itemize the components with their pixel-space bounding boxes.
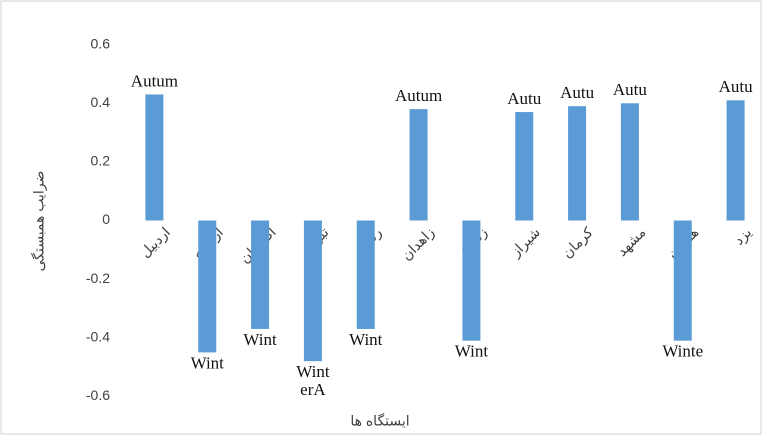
bar: [673, 220, 692, 341]
y-tick-label: -0.4: [86, 328, 110, 344]
y-tick-label: 0.2: [91, 153, 111, 169]
data-label: Autu: [507, 89, 542, 108]
bar: [303, 220, 322, 362]
data-label: Autum: [131, 71, 178, 90]
data-label: Autu: [613, 80, 648, 99]
y-tick-label: -0.2: [86, 270, 110, 286]
data-label: Wint: [455, 342, 489, 361]
bar: [251, 220, 270, 329]
x-tick-label: یزد: [730, 224, 755, 249]
bar: [356, 220, 375, 329]
bar: [568, 106, 587, 221]
y-tick-label: 0: [102, 211, 110, 227]
data-label: Autu: [560, 83, 595, 102]
x-axis-title: ایستگاه ها: [350, 413, 409, 429]
bar: [462, 220, 481, 341]
x-tick-label: شیراز: [507, 224, 544, 261]
bar: [515, 112, 534, 221]
data-label: Wint: [191, 353, 225, 372]
x-tick-label: زاهدان: [398, 224, 438, 264]
data-label: Autu: [719, 77, 754, 96]
data-label: Winte: [662, 342, 703, 361]
bar: [726, 100, 745, 221]
x-tick-label: کرمان: [559, 224, 597, 262]
bar: [145, 94, 164, 221]
bar: [620, 103, 639, 221]
y-tick-label: 0.6: [91, 35, 111, 51]
bar: [198, 220, 217, 353]
y-axis-title: ضرایب همبستگی: [31, 171, 48, 272]
y-tick-label: 0.4: [91, 94, 111, 110]
data-label: Wint: [349, 330, 383, 349]
bar: [409, 109, 428, 221]
data-label: erA: [300, 380, 326, 399]
x-tick-label: مشهد: [613, 224, 649, 260]
data-label: Wint: [296, 362, 330, 381]
y-tick-label: -0.6: [86, 387, 110, 403]
data-label: Autum: [395, 86, 442, 105]
x-tick-label: اردبیل: [137, 224, 174, 261]
data-label: Wint: [243, 330, 277, 349]
